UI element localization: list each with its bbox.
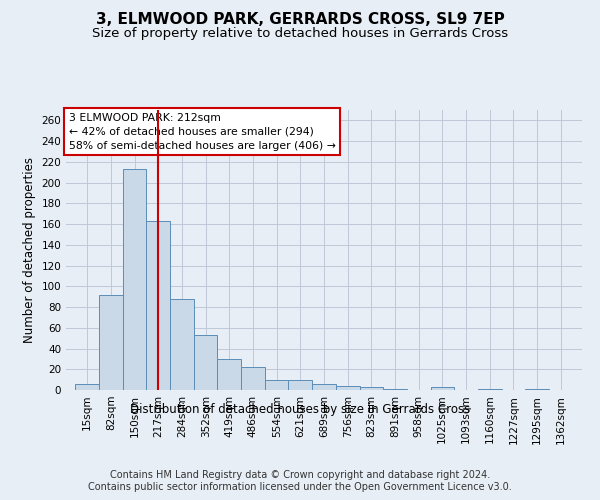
- Bar: [313, 384, 336, 390]
- Bar: [241, 367, 265, 390]
- Bar: [526, 389, 549, 390]
- Bar: [431, 387, 454, 390]
- Bar: [194, 335, 217, 390]
- Bar: [76, 384, 99, 390]
- Text: 3 ELMWOOD PARK: 212sqm
← 42% of detached houses are smaller (294)
58% of semi-de: 3 ELMWOOD PARK: 212sqm ← 42% of detached…: [68, 113, 335, 151]
- Text: Contains public sector information licensed under the Open Government Licence v3: Contains public sector information licen…: [88, 482, 512, 492]
- Y-axis label: Number of detached properties: Number of detached properties: [23, 157, 36, 343]
- Bar: [146, 221, 170, 390]
- Text: Distribution of detached houses by size in Gerrards Cross: Distribution of detached houses by size …: [130, 402, 470, 415]
- Bar: [170, 298, 194, 390]
- Text: Contains HM Land Registry data © Crown copyright and database right 2024.: Contains HM Land Registry data © Crown c…: [110, 470, 490, 480]
- Bar: [265, 380, 289, 390]
- Bar: [478, 389, 502, 390]
- Bar: [99, 294, 122, 390]
- Text: Size of property relative to detached houses in Gerrards Cross: Size of property relative to detached ho…: [92, 28, 508, 40]
- Bar: [359, 387, 383, 390]
- Bar: [336, 386, 359, 390]
- Bar: [289, 380, 312, 390]
- Text: 3, ELMWOOD PARK, GERRARDS CROSS, SL9 7EP: 3, ELMWOOD PARK, GERRARDS CROSS, SL9 7EP: [95, 12, 505, 28]
- Bar: [123, 169, 146, 390]
- Bar: [217, 359, 241, 390]
- Bar: [383, 389, 407, 390]
